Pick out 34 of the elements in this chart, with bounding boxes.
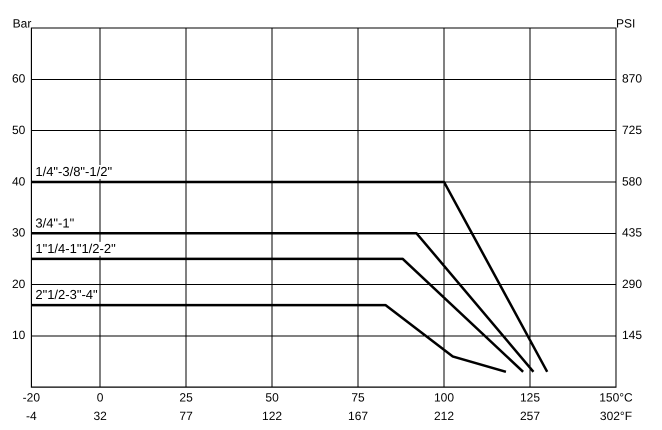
y2-tick-label: 725 [622, 122, 642, 137]
y-tick-label: 40 [12, 174, 26, 188]
y-tick-label: 20 [12, 276, 26, 291]
y2-tick-label: 290 [622, 276, 642, 291]
x2-tick-label: 212 [434, 409, 454, 424]
y2-tick-label: 580 [622, 174, 642, 188]
series-label: 2"1/2-3"-4" [35, 287, 98, 302]
series-label: 1"1/4-1"1/2-2" [35, 240, 116, 256]
y2-axis-title: PSI [616, 16, 636, 30]
series-label: 1/4"-3/8"-1/2" [35, 164, 112, 180]
y2-tick-label: 435 [622, 226, 642, 240]
x2-tick-label: 167 [348, 409, 368, 424]
series-label: 3/4"-1" [35, 215, 75, 230]
x-tick-label: -20 [22, 390, 40, 405]
y-tick-label: 50 [12, 122, 26, 137]
x-tick-label: 150°C [599, 390, 634, 405]
y2-tick-label: 145 [622, 328, 642, 342]
y-axis-title: Bar [12, 16, 32, 30]
x2-tick-label: 257 [520, 409, 540, 424]
x-tick-label: 125 [520, 390, 540, 405]
x2-tick-label: -4 [26, 409, 38, 424]
x2-tick-label: 77 [179, 409, 194, 424]
x-tick-label: 75 [351, 390, 366, 405]
x-tick-label: 0 [96, 390, 104, 405]
x-tick-label: 50 [265, 390, 280, 405]
x-tick-label: 100 [434, 390, 454, 405]
y-tick-label: 10 [12, 328, 26, 342]
x-tick-label: 25 [179, 390, 194, 405]
y2-tick-label: 870 [622, 72, 642, 86]
y-tick-label: 30 [12, 226, 26, 240]
x2-tick-label: 122 [262, 409, 282, 424]
x2-tick-label: 32 [93, 409, 108, 424]
x2-tick-label: 302°F [600, 409, 632, 424]
y-tick-label: 60 [12, 72, 26, 86]
